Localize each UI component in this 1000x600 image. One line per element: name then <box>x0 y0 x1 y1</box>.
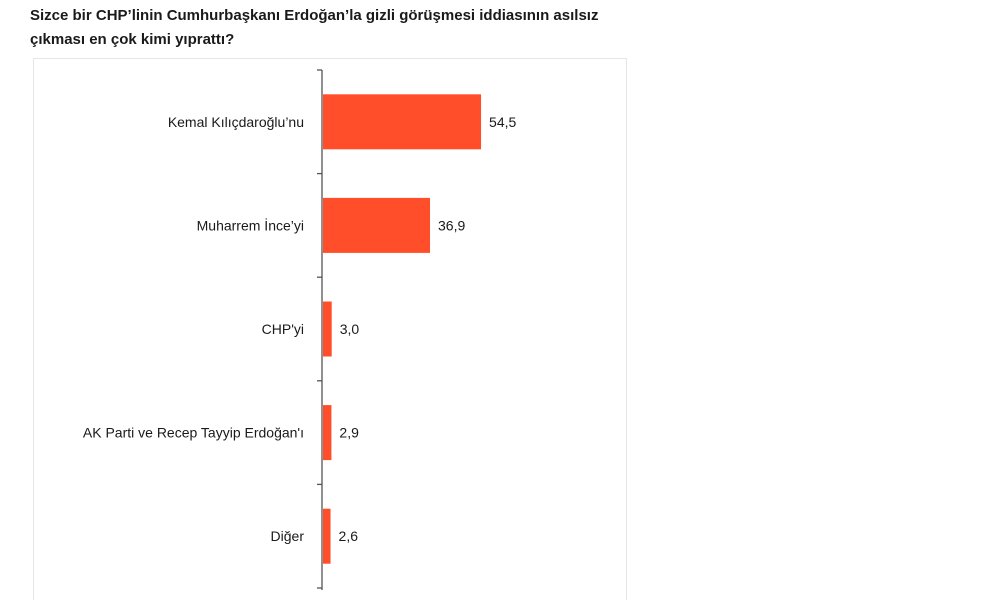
category-label: CHP'yi <box>262 321 304 337</box>
bar <box>323 197 431 253</box>
chart-title: Sizce bir CHP’linin Cumhurbaşkanı Erdoğa… <box>30 7 599 48</box>
bar <box>323 94 482 150</box>
value-label: 3,0 <box>340 321 360 337</box>
category-label: AK Parti ve Recep Tayyip Erdoğan'ı <box>83 425 304 441</box>
bar <box>323 508 331 564</box>
chart-frame <box>33 58 627 600</box>
value-label: 2,6 <box>339 528 359 544</box>
value-label: 2,9 <box>339 425 359 441</box>
category-label: Muharrem İnce’yi <box>197 216 304 233</box>
category-label: Diğer <box>271 528 305 544</box>
value-label: 54,5 <box>489 114 516 130</box>
bar <box>323 301 332 357</box>
value-label: 36,9 <box>438 217 465 233</box>
bar <box>323 405 332 461</box>
category-label: Kemal Kılıçdaroğlu’nu <box>168 114 304 130</box>
